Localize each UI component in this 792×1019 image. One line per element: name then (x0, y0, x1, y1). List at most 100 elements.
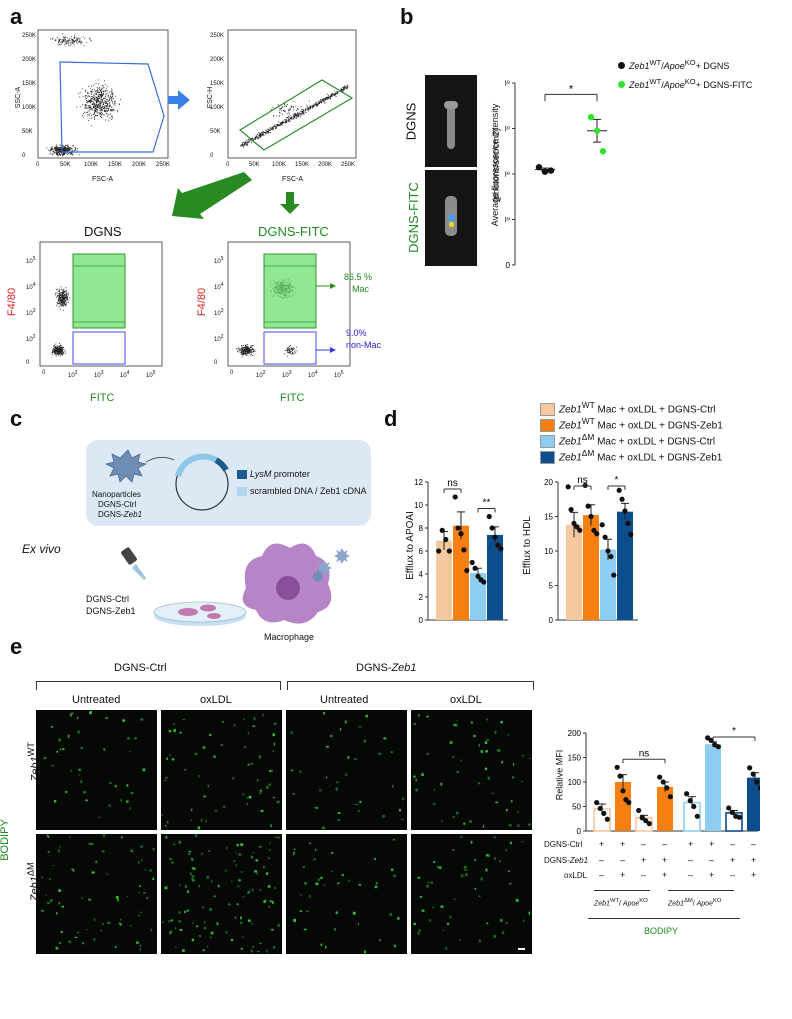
flow-event (241, 350, 243, 352)
flow-event (91, 108, 92, 110)
mfi-point (646, 821, 652, 827)
dgns-image-label: DGNS (403, 102, 419, 141)
flow-event (320, 102, 322, 104)
flow-event (103, 109, 105, 111)
flow-event (329, 98, 331, 100)
fsc-ytick: 200K (22, 57, 37, 63)
flow-event (293, 115, 295, 117)
apoai-point (481, 579, 487, 585)
flow-event (63, 301, 64, 303)
flow-event (60, 38, 61, 40)
flow-event (345, 86, 347, 88)
flow-event (95, 107, 97, 109)
flow-event (78, 37, 79, 39)
flow-event (61, 155, 63, 157)
flow-event (59, 147, 61, 149)
flow-event (60, 43, 62, 45)
lipid-droplet (138, 885, 141, 887)
lipid-droplet (108, 804, 111, 807)
flow-event (243, 351, 245, 352)
flow-event (57, 295, 58, 296)
flow-event (321, 101, 323, 103)
flow-event (61, 304, 62, 306)
flow-event (244, 348, 246, 349)
flow-event (56, 301, 58, 303)
lipid-droplet (130, 792, 134, 795)
flow-event (289, 121, 291, 123)
lipid-droplet (269, 900, 272, 903)
flow-event (275, 128, 276, 129)
flow-event (315, 102, 317, 104)
b-legend-row-dgns: Zeb1WT/ApoeKO+ DGNS (618, 58, 752, 71)
flow-event (246, 142, 248, 144)
flow-event (111, 119, 113, 120)
flow-event (82, 96, 84, 98)
flow-event (245, 354, 247, 356)
flow-event (245, 353, 247, 355)
b-point (535, 163, 543, 171)
flow-event (279, 124, 281, 126)
lipid-droplet (528, 823, 531, 826)
flow-event (302, 113, 304, 115)
lipid-droplet (320, 943, 323, 946)
lipid-droplet (236, 903, 239, 906)
flow-event (86, 95, 88, 96)
lipid-droplet (220, 744, 223, 746)
lipid-droplet (374, 858, 377, 860)
flow-event (59, 343, 60, 345)
flow-event (96, 97, 98, 98)
flow-event (105, 119, 106, 121)
lipid-droplet (347, 756, 350, 759)
dgns-flow-plot (39, 241, 163, 367)
lipid-droplet (150, 928, 153, 932)
flow-event (74, 40, 76, 42)
lipid-droplet (268, 905, 270, 908)
flow-event (58, 38, 60, 40)
lipid-droplet (508, 870, 510, 872)
flow-event (54, 294, 56, 296)
flow-event (102, 101, 104, 103)
flow-event (106, 102, 108, 104)
flow-event (66, 289, 67, 291)
flow-event (284, 111, 286, 113)
flow-event (261, 134, 263, 136)
flow-event (106, 106, 108, 107)
flow-event (94, 117, 95, 119)
flow-event (329, 95, 331, 97)
lipid-droplet (213, 755, 216, 758)
fsc-xtick: 200K (132, 162, 147, 168)
flow-event (58, 352, 59, 354)
swatch-dm-ctrl (540, 435, 555, 449)
lipid-droplet (81, 897, 84, 899)
micrograph-tile (161, 710, 282, 830)
flow-event (323, 100, 325, 102)
flow-event (295, 106, 297, 107)
flow-event (60, 286, 62, 288)
bodipy-side-label: BODIPY (0, 819, 11, 861)
flow-event (59, 154, 61, 156)
flow-event (57, 149, 58, 151)
flow-event (63, 295, 64, 297)
lipid-droplet (250, 763, 254, 765)
apoai-point (498, 546, 504, 552)
lipid-droplet (429, 919, 431, 922)
micrograph-bg (286, 834, 407, 954)
flow-event (104, 111, 106, 112)
flow-event (100, 106, 102, 108)
flow-event (83, 45, 85, 47)
lipid-droplet (88, 842, 92, 845)
flow-event (101, 88, 103, 90)
flow-event (101, 112, 102, 113)
flow-event (62, 302, 64, 304)
flow-event (265, 133, 267, 134)
flow-event (259, 135, 261, 137)
lipid-droplet (269, 770, 272, 772)
flow-event (306, 106, 308, 108)
flow-event (52, 148, 54, 150)
col-label-2: oxLDL (200, 694, 232, 706)
flow-event (93, 96, 94, 98)
lipid-droplet (260, 810, 264, 812)
lipid-droplet (300, 893, 302, 896)
flow-event (334, 90, 336, 92)
flow-event (322, 99, 323, 100)
